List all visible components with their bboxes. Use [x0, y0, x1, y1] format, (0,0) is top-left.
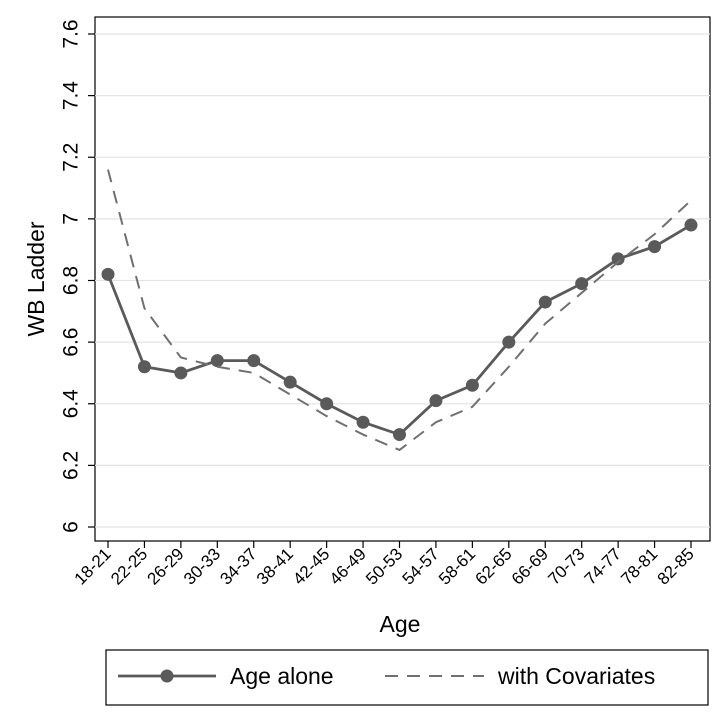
data-point: [356, 415, 370, 429]
series-line-with-covariates: [107, 169, 692, 452]
data-point: [429, 394, 443, 408]
x-tick-label: 82-85: [654, 544, 698, 588]
data-point: [247, 354, 261, 368]
x-axis-title: Age: [380, 611, 421, 637]
x-tick-label: 38-41: [253, 544, 297, 588]
x-tick-label: 22-25: [107, 544, 151, 588]
y-tick-label: 6.8: [59, 266, 82, 295]
y-tick-label: 6.4: [59, 389, 82, 419]
x-tick-label: 18-21: [71, 544, 115, 588]
x-tick-label: 58-61: [435, 544, 479, 588]
data-point: [137, 360, 151, 374]
x-tick-label: 42-45: [289, 544, 333, 588]
y-tick-label: 6.2: [59, 451, 82, 480]
legend-marker-age-alone: [160, 669, 174, 683]
legend-label-with-covariates: with Covariates: [497, 663, 655, 689]
data-point: [502, 335, 516, 349]
y-axis-ticks: 6 6.2 6.4 6.6 6.8 7 7.2 7.4 7.6: [59, 19, 95, 533]
data-point: [283, 375, 297, 389]
data-point: [465, 378, 479, 392]
data-point: [648, 240, 662, 254]
data-point: [684, 218, 698, 232]
x-tick-label: 34-37: [216, 544, 260, 588]
y-axis-title: WB Ladder: [23, 221, 49, 336]
data-point: [575, 277, 589, 291]
x-tick-label: 30-33: [180, 544, 224, 588]
y-tick-label: 7.6: [59, 19, 82, 48]
plot-area: [94, 16, 711, 542]
legend: Age alone with Covariates: [118, 663, 655, 689]
data-point: [174, 366, 188, 380]
x-tick-label: 78-81: [617, 544, 661, 588]
x-tick-label: 46-49: [326, 544, 370, 588]
data-point: [210, 354, 224, 368]
y-tick-label: 7: [59, 213, 82, 225]
x-tick-label: 54-57: [399, 544, 443, 588]
x-axis-ticks: 18-2122-2526-2930-3334-3738-4142-4546-49…: [71, 541, 698, 589]
x-tick-label: 50-53: [362, 544, 406, 588]
legend-label-age-alone: Age alone: [230, 663, 334, 689]
gridlines: [95, 33, 710, 528]
y-tick-label: 7.2: [59, 143, 82, 172]
data-point: [611, 252, 625, 266]
x-tick-label: 70-73: [544, 544, 588, 588]
data-point: [393, 428, 406, 442]
x-tick-label: 66-69: [508, 544, 552, 588]
data-point: [101, 267, 115, 281]
x-tick-label: 74-77: [581, 544, 625, 588]
x-tick-label: 62-65: [471, 544, 515, 588]
data-point: [538, 295, 552, 309]
data-point: [320, 397, 334, 411]
legend-box: [105, 649, 709, 706]
x-tick-label: 26-29: [144, 544, 188, 588]
y-tick-label: 6.6: [59, 328, 82, 357]
y-tick-label: 6: [59, 521, 82, 533]
y-tick-label: 7.4: [59, 81, 82, 111]
series-group: [101, 169, 698, 452]
